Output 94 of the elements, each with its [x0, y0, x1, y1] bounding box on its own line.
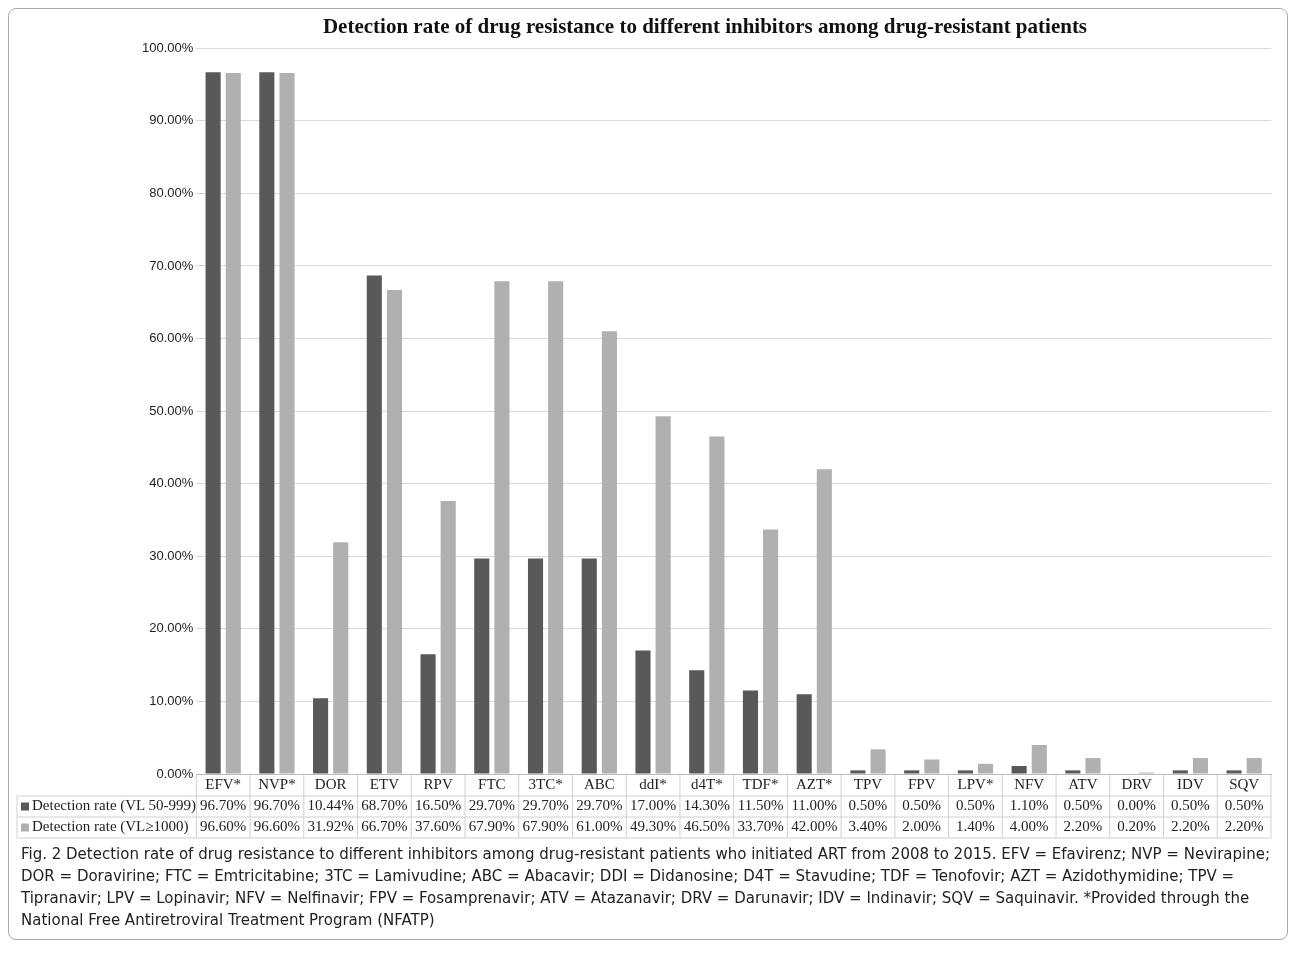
- bar: [474, 558, 490, 774]
- x-tick-label: NFV: [1014, 776, 1045, 793]
- x-tick-label: d4T*: [690, 776, 723, 793]
- bar: [796, 694, 812, 774]
- x-tick-label: AZT*: [795, 776, 833, 793]
- data-label: 1.40%: [956, 818, 995, 835]
- x-tick-label: DRV: [1121, 776, 1153, 793]
- data-label: 2.00%: [902, 818, 942, 835]
- data-label: 0.50%: [1063, 797, 1103, 814]
- data-label: 67.90%: [522, 818, 569, 835]
- data-label: 16.50%: [415, 797, 462, 814]
- data-label: 0.50%: [902, 797, 942, 814]
- x-tick-label: ABC: [583, 776, 615, 793]
- data-label: 37.60%: [415, 818, 462, 835]
- bar: [635, 650, 651, 774]
- y-tick-label: 90.00%: [149, 112, 194, 128]
- data-label: 29.70%: [576, 797, 623, 814]
- data-label: 96.70%: [253, 797, 301, 814]
- x-tick-label: TPV: [853, 776, 883, 793]
- legend-label: Detection rate (VL 50-999): [32, 797, 196, 815]
- data-label: 11.00%: [791, 797, 838, 814]
- x-tick-label: IDV: [1177, 776, 1204, 793]
- chart-title: Detection rate of drug resistance to different inhibitors among drug-resistant patients: [322, 14, 1088, 39]
- bar: [205, 72, 221, 774]
- bar: [366, 275, 382, 774]
- x-tick-label: FPV: [907, 776, 936, 793]
- x-tick-label: ETV: [369, 776, 400, 793]
- data-label: 17.00%: [629, 797, 677, 814]
- y-tick-label: 80.00%: [149, 184, 194, 200]
- legend-label: Detection rate (VL≥1000): [32, 818, 189, 836]
- data-label: 33.70%: [737, 818, 784, 835]
- bar: [1226, 770, 1242, 774]
- data-label: 0.50%: [1224, 797, 1264, 814]
- x-tick-label: FTC: [478, 776, 506, 793]
- data-label: 2.20%: [1063, 818, 1103, 835]
- data-label: 29.70%: [468, 797, 515, 814]
- bar: [904, 770, 920, 774]
- data-label: 0.50%: [1171, 797, 1210, 814]
- data-label: 1.10%: [1009, 797, 1049, 814]
- data-label: 11.50%: [737, 797, 784, 814]
- data-label: 68.70%: [361, 797, 408, 814]
- x-tick-label: ddI*: [639, 776, 667, 793]
- y-tick-label: 30.00%: [149, 547, 194, 563]
- data-label: 0.20%: [1117, 818, 1157, 835]
- data-label: 67.90%: [468, 818, 515, 835]
- bar: [581, 558, 597, 774]
- y-tick-label: 70.00%: [149, 257, 194, 273]
- data-label: 2.20%: [1224, 818, 1264, 835]
- data-label: 42.00%: [791, 818, 838, 835]
- bar: [259, 72, 275, 774]
- data-label: 4.00%: [1009, 818, 1049, 835]
- bar: [957, 770, 973, 774]
- data-label: 96.60%: [253, 818, 301, 835]
- bar: [1011, 766, 1027, 774]
- bar: [420, 654, 436, 774]
- y-tick-label: 20.00%: [149, 620, 194, 636]
- y-tick-label: 0.00%: [156, 765, 194, 781]
- y-tick-label: 50.00%: [149, 402, 194, 418]
- x-tick-label: NVP*: [258, 776, 296, 793]
- x-tick-label: LPV*: [957, 776, 994, 793]
- data-label: 61.00%: [576, 818, 623, 835]
- data-label: 66.70%: [361, 818, 408, 835]
- bar: [313, 698, 329, 774]
- y-tick-label: 100.00%: [141, 39, 194, 55]
- data-label: 10.44%: [307, 797, 354, 814]
- x-tick-label: EFV*: [205, 776, 242, 793]
- bar: [1172, 770, 1188, 774]
- data-label: 14.30%: [683, 797, 730, 814]
- data-label: 0.00%: [1117, 797, 1157, 814]
- data-label: 46.50%: [683, 818, 730, 835]
- data-label: 96.60%: [200, 818, 247, 835]
- x-tick-label: 3TC*: [528, 776, 563, 793]
- x-tick-label: SQV: [1229, 776, 1260, 793]
- x-tick-label: DOR: [314, 776, 347, 793]
- data-label: 49.30%: [629, 818, 677, 835]
- bar: [527, 558, 544, 774]
- data-label: 2.20%: [1171, 818, 1210, 835]
- x-tick-label: RPV: [423, 776, 453, 793]
- y-tick-label: 40.00%: [149, 475, 194, 491]
- caption: Fig. 2 Detection rate of drug resistance to different inhibitors among drug-resistant patients who initiated ART from 2008 to 2015. EFV = Efavirenz; NVP = Nevirapine; DOR = Doravirine; FTC = Emtricitabine; 3TC = Lamivudine; ABC = Abacavir; DDI = Didanosine; D4T = Stavudine; TDF = Tenofovir; AZT = Azidothymidine; TPV = Tipranavir; LPV = Lopinavir; NFV = Nelfinavir; FPV = Fosamprenavir; ATV = Atazanavir; DRV = Darunavir; IDV = Indinavir; SQV = Saquinavir. *Provided through the National Free Antiretroviral Treatment Program (NFATP): [20, 844, 1272, 931]
- y-tick-label: 10.00%: [149, 693, 194, 708]
- data-label: 31.92%: [307, 818, 354, 835]
- x-tick-label: ATV: [1068, 776, 1098, 793]
- data-label: 29.70%: [522, 797, 569, 814]
- y-tick-label: 60.00%: [149, 330, 194, 346]
- bar: [850, 770, 866, 774]
- data-label: 3.40%: [848, 818, 888, 835]
- data-label: 0.50%: [956, 797, 995, 814]
- data-label: 96.70%: [200, 797, 247, 814]
- x-tick-label: TDF*: [742, 776, 779, 793]
- bar: [1065, 770, 1081, 774]
- data-label: 0.50%: [848, 797, 888, 814]
- bar: [689, 670, 705, 774]
- bar: [742, 690, 759, 774]
